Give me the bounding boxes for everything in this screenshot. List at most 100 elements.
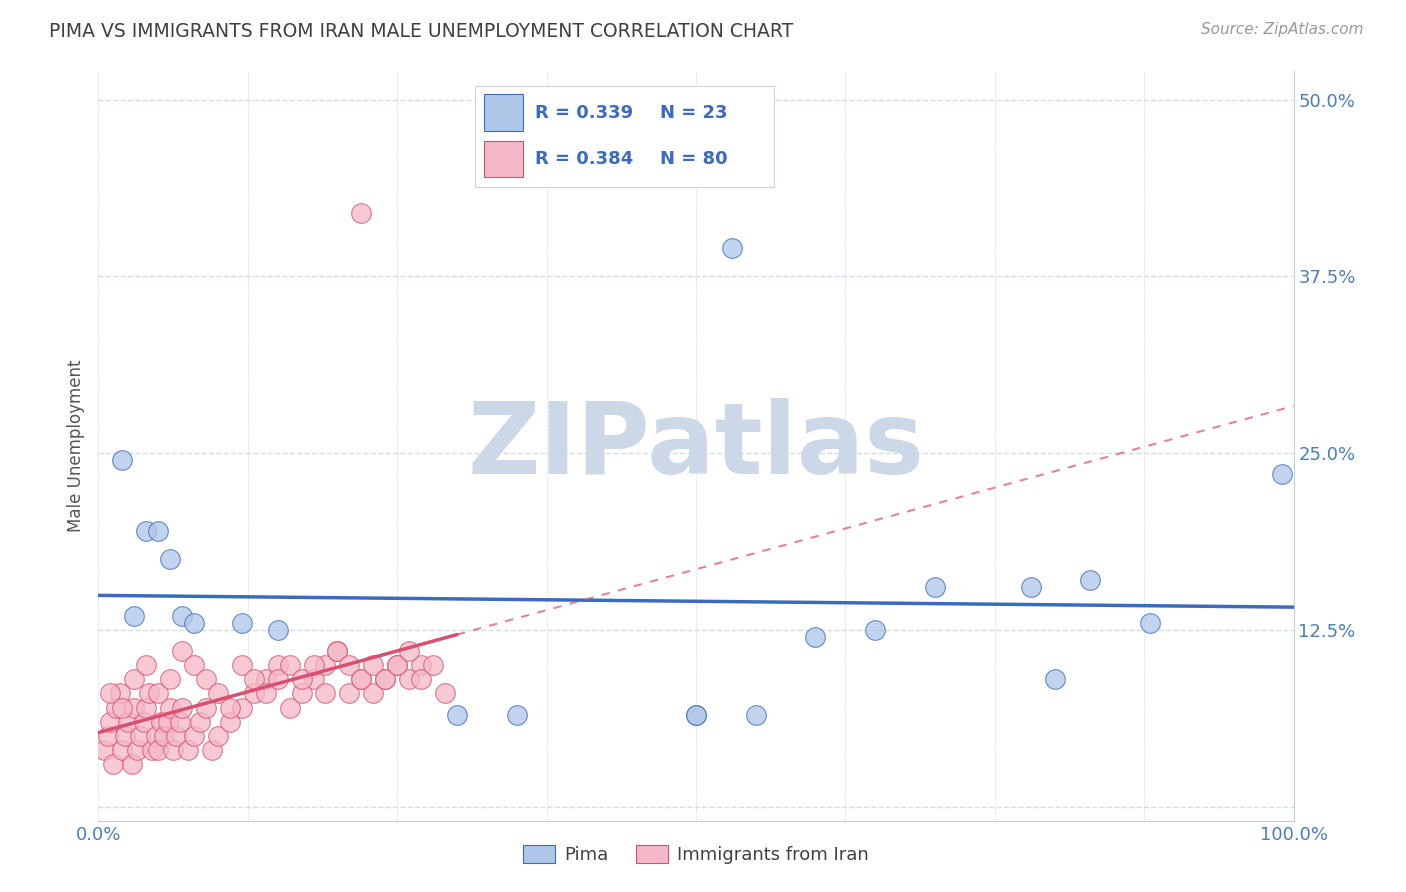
Point — [195, 700, 218, 714]
Point — [201, 743, 224, 757]
Point — [385, 658, 409, 673]
Point — [1043, 673, 1066, 687]
Point — [350, 673, 373, 687]
Legend: Pima, Immigrants from Iran: Pima, Immigrants from Iran — [516, 838, 876, 871]
Point — [398, 673, 420, 687]
Point — [243, 673, 266, 687]
Point — [363, 658, 385, 673]
Point — [254, 673, 277, 687]
Point — [101, 757, 124, 772]
Point — [108, 686, 131, 700]
Point — [149, 714, 172, 729]
Point — [148, 743, 170, 757]
Point — [267, 623, 290, 637]
Point — [685, 707, 707, 722]
Point — [129, 729, 152, 743]
Point — [98, 686, 122, 700]
Point — [111, 453, 134, 467]
Point — [125, 743, 148, 757]
Text: ZIPatlas: ZIPatlas — [468, 398, 924, 494]
Point — [121, 757, 143, 772]
Y-axis label: Male Unemployment: Male Unemployment — [66, 359, 84, 533]
Point — [183, 658, 205, 673]
Point — [124, 608, 146, 623]
Point — [685, 707, 707, 722]
Point — [97, 729, 120, 743]
Point — [135, 524, 157, 538]
Point — [278, 700, 301, 714]
Point — [363, 686, 385, 700]
Point — [302, 658, 325, 673]
Point — [172, 700, 194, 714]
Point — [183, 615, 205, 630]
Point — [506, 707, 529, 722]
Point — [1139, 615, 1161, 630]
Point — [434, 686, 457, 700]
Point — [1019, 580, 1042, 594]
Point — [446, 707, 468, 722]
Point — [188, 714, 211, 729]
Point — [145, 729, 167, 743]
Point — [278, 658, 301, 673]
Point — [326, 644, 349, 658]
Point — [93, 743, 115, 757]
Point — [291, 673, 314, 687]
Point — [1080, 574, 1102, 588]
Point — [291, 686, 314, 700]
Point — [172, 644, 194, 658]
Point — [138, 686, 160, 700]
Point — [124, 700, 146, 714]
Point — [326, 644, 349, 658]
Point — [111, 700, 134, 714]
Point — [422, 658, 444, 673]
Point — [231, 700, 253, 714]
Point — [721, 241, 744, 255]
Point — [141, 743, 163, 757]
Point — [350, 205, 373, 219]
Point — [153, 729, 176, 743]
Point — [804, 630, 827, 644]
Point — [411, 658, 433, 673]
Point — [315, 658, 337, 673]
Point — [385, 658, 409, 673]
Point — [98, 714, 122, 729]
Point — [339, 686, 361, 700]
Point — [745, 707, 768, 722]
Point — [254, 686, 277, 700]
Point — [159, 552, 181, 566]
Point — [1271, 467, 1294, 482]
Point — [207, 686, 229, 700]
Point — [398, 644, 420, 658]
Point — [267, 673, 290, 687]
Point — [159, 673, 181, 687]
Point — [374, 673, 396, 687]
Point — [172, 608, 194, 623]
Point — [132, 714, 155, 729]
Point — [195, 673, 218, 687]
Point — [924, 580, 946, 594]
Point — [350, 673, 373, 687]
Point — [865, 623, 887, 637]
Point — [267, 658, 290, 673]
Point — [135, 700, 157, 714]
Point — [219, 700, 242, 714]
Point — [183, 729, 205, 743]
Point — [148, 686, 170, 700]
Point — [135, 658, 157, 673]
Point — [243, 686, 266, 700]
Point — [148, 524, 170, 538]
Point — [231, 658, 253, 673]
Point — [231, 615, 253, 630]
Point — [111, 743, 134, 757]
Point — [315, 686, 337, 700]
Point — [165, 729, 187, 743]
Point — [159, 700, 181, 714]
Point — [114, 729, 136, 743]
Text: Source: ZipAtlas.com: Source: ZipAtlas.com — [1201, 22, 1364, 37]
Text: PIMA VS IMMIGRANTS FROM IRAN MALE UNEMPLOYMENT CORRELATION CHART: PIMA VS IMMIGRANTS FROM IRAN MALE UNEMPL… — [49, 22, 793, 41]
Point — [162, 743, 184, 757]
Point — [207, 729, 229, 743]
Point — [124, 673, 146, 687]
Point — [219, 714, 242, 729]
Point — [117, 714, 139, 729]
